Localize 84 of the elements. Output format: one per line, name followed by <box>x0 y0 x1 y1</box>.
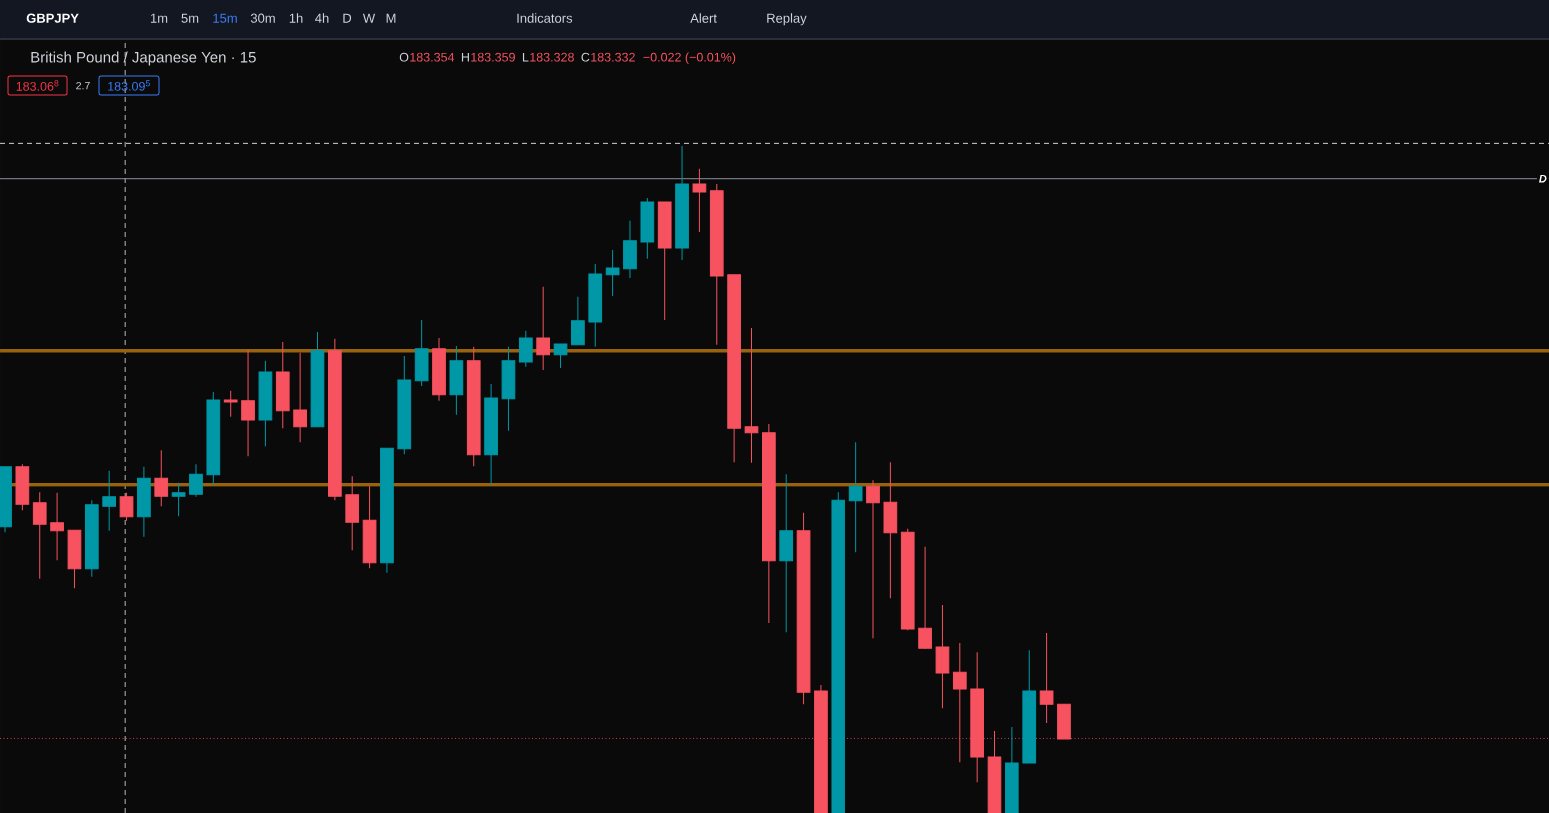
candlestick <box>189 463 203 498</box>
candlestick <box>171 482 186 517</box>
candlestick <box>362 485 377 569</box>
text: Replay <box>767 13 807 26</box>
candlestick <box>206 391 221 486</box>
text: Indicators <box>517 13 573 23</box>
text: C <box>581 52 590 62</box>
candlestick <box>275 341 290 429</box>
candlestick <box>310 331 325 428</box>
text: H <box>461 52 469 62</box>
text: M <box>386 13 396 23</box>
text: Alert <box>690 13 717 23</box>
candlestick <box>536 286 551 371</box>
text: 4h <box>315 13 329 23</box>
candlestick <box>258 360 273 447</box>
candlestick <box>553 343 568 369</box>
text: L <box>522 52 529 62</box>
candlestick <box>102 470 117 532</box>
candlestick <box>119 492 134 522</box>
text: W <box>362 13 376 23</box>
candlestick <box>866 479 880 639</box>
candlestick <box>380 447 394 574</box>
candlestick <box>883 461 898 599</box>
text: 183.354 <box>410 52 455 62</box>
candlestick <box>137 466 151 538</box>
text: O <box>399 52 409 62</box>
candlestick <box>727 274 741 463</box>
candlestick <box>432 337 446 402</box>
text: 183.06$^{8}$ <box>16 80 59 91</box>
candlestick <box>848 441 863 553</box>
candlestick <box>1039 632 1054 724</box>
text: 183.359 <box>471 52 515 62</box>
candlestick <box>588 263 603 348</box>
candlestick <box>50 492 64 561</box>
candlestick <box>518 330 533 368</box>
text: 2.7 <box>76 81 90 90</box>
candlestick <box>67 529 82 589</box>
chart-title: British Pound / Japanese Yen · 15 <box>31 51 256 66</box>
text: D <box>343 13 352 23</box>
candlestick <box>623 220 637 279</box>
text: 183.09$^{5}$ <box>108 80 150 91</box>
candlestick <box>466 346 481 467</box>
candlestick <box>952 642 967 763</box>
candlestick <box>501 346 516 432</box>
candlestick <box>15 463 30 511</box>
candlestick <box>449 345 464 416</box>
candlestick <box>814 684 828 813</box>
text: 1h <box>289 13 303 23</box>
candlestick <box>345 475 360 551</box>
candlestick <box>223 390 238 418</box>
candlestick <box>414 319 429 387</box>
text: 5m <box>181 13 199 23</box>
candlestick <box>692 168 707 233</box>
candlestick <box>675 145 689 261</box>
text: 30m <box>250 13 275 23</box>
text: 1m <box>150 13 168 23</box>
text: 183.332 <box>591 52 635 62</box>
candlestick <box>1022 649 1037 764</box>
ref-line-label: D <box>1539 174 1547 183</box>
candlestick <box>397 355 412 455</box>
candlestick <box>293 352 307 443</box>
candlestick <box>154 449 169 507</box>
candlestick <box>571 296 585 346</box>
candlestick <box>935 604 950 709</box>
candlestick <box>605 249 620 297</box>
text: GBPJPY <box>26 13 79 23</box>
candlestick <box>241 349 255 457</box>
text: 15m <box>213 13 237 23</box>
candlestick <box>918 546 932 650</box>
text: −0.022 (−0.01%) <box>643 52 736 65</box>
candlestick <box>900 528 915 631</box>
candlestick <box>328 338 342 501</box>
candlestick <box>657 201 672 321</box>
candlestick <box>1005 726 1019 813</box>
candlestick <box>84 499 99 578</box>
candlestick <box>796 512 811 705</box>
text: 183.328 <box>530 52 574 62</box>
candlestick <box>709 183 724 346</box>
candlestick <box>779 473 794 633</box>
candlestick <box>761 423 776 624</box>
candlestick <box>32 491 47 580</box>
candlestick <box>744 327 759 464</box>
candlestick <box>484 383 498 486</box>
candlestick <box>640 197 655 260</box>
